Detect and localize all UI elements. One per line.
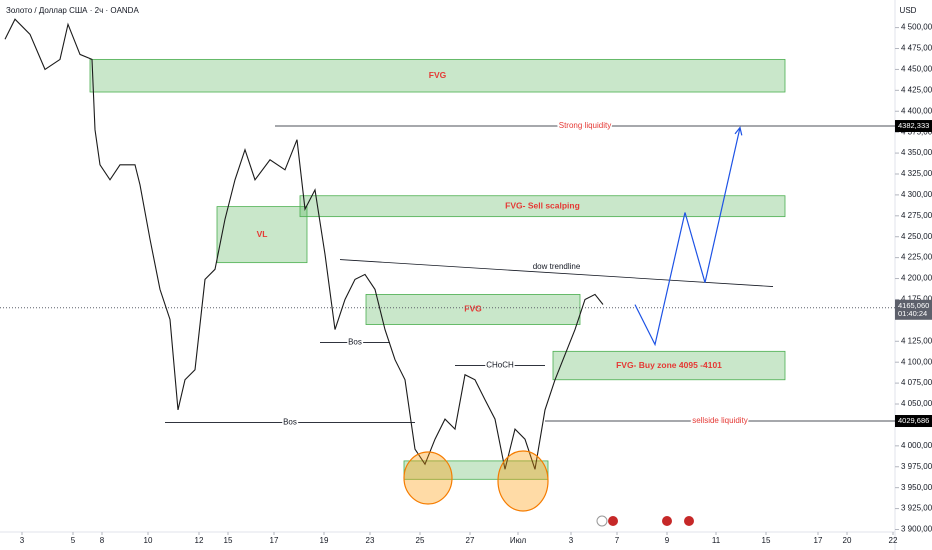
- price-line: [4, 18, 604, 470]
- x-tick-label: 9: [665, 536, 670, 545]
- y-tick-label: 4 500,000: [901, 23, 932, 32]
- x-tick-label: 19: [320, 536, 329, 545]
- y-tick-label: 4 325,000: [901, 169, 932, 178]
- x-tick-label: 7: [615, 536, 620, 545]
- zone-label: FVG: [464, 304, 482, 314]
- level-label: Bos: [283, 418, 297, 427]
- price-tag-label: 4029,686: [898, 416, 929, 425]
- zone: [299, 195, 786, 218]
- level-label: Bos: [348, 338, 362, 347]
- level-label: Strong liquidity: [559, 121, 611, 130]
- y-tick-label: 4 425,000: [901, 85, 932, 94]
- x-tick-label: 23: [366, 536, 375, 545]
- x-tick-label: 22: [889, 536, 898, 545]
- zone: [403, 460, 549, 480]
- trendline-label: dow trendline: [533, 262, 581, 271]
- y-tick-label: 4 175,000: [901, 295, 932, 304]
- x-tick-label: 27: [466, 536, 475, 545]
- y-tick-label: 4 350,000: [901, 148, 932, 157]
- zone: [552, 350, 786, 381]
- price-tag-label: 4382,333: [898, 121, 929, 130]
- x-tick-label: 3: [20, 536, 25, 545]
- price-tag: [895, 415, 932, 428]
- x-tick-label: 15: [224, 536, 233, 545]
- x-tick-label: 20: [843, 536, 852, 545]
- y-tick-label: 4 250,000: [901, 232, 932, 241]
- event-icon[interactable]: [596, 515, 608, 527]
- low-circle: [497, 450, 549, 512]
- arrow-head: [734, 126, 743, 136]
- zone-label: FVG: [429, 70, 447, 80]
- x-tick-label: 17: [814, 536, 823, 545]
- currency-label: USD: [900, 6, 917, 15]
- event-icon[interactable]: [662, 516, 672, 526]
- x-tick-label: 5: [71, 536, 76, 545]
- trendline: [339, 259, 774, 287]
- last-price-label: 4165,060: [898, 301, 929, 310]
- y-tick-label: 4 450,000: [901, 65, 932, 74]
- plot: FVG FVG- Sell scalping VL FVG FVG- Buy zone …: [0, 18, 895, 480]
- y-tick-label: 4 275,000: [901, 211, 932, 220]
- zone-label: FVG- Sell scalping: [505, 200, 580, 210]
- y-tick-label: 4 400,000: [901, 106, 932, 115]
- y-tick-label: 4 475,000: [901, 44, 932, 53]
- last-price-timer: 01:40:24: [898, 309, 927, 318]
- chart-title: Золото / Доллар США · 2ч · OANDA: [6, 6, 139, 15]
- x-tick-label: 12: [195, 536, 204, 545]
- level-label: CHoCH: [486, 361, 514, 370]
- zone: [365, 294, 581, 325]
- y-tick-label: 3 900,000: [901, 525, 932, 534]
- x-tick-label: 10: [144, 536, 153, 545]
- price-tag: [895, 120, 932, 133]
- x-tick-label: 15: [762, 536, 771, 545]
- y-tick-label: 4 100,000: [901, 357, 932, 366]
- y-tick-label: 4 300,000: [901, 190, 932, 199]
- zone-label: VL: [257, 229, 268, 239]
- zone-label: FVG- Buy zone 4095 -4101: [616, 360, 722, 370]
- y-tick-label: 4 075,000: [901, 378, 932, 387]
- x-tick-label: Июл: [510, 536, 527, 545]
- y-tick-label: 3 950,000: [901, 483, 932, 492]
- y-tick-label: 4 000,000: [901, 441, 932, 450]
- x-tick-label: 17: [270, 536, 279, 545]
- y-tick-label: 3 975,000: [901, 462, 932, 471]
- x-tick-label: 11: [712, 536, 721, 545]
- projection: [634, 127, 741, 347]
- event-icon[interactable]: [684, 516, 694, 526]
- y-tick-label: 4 200,000: [901, 274, 932, 283]
- event-icon[interactable]: [608, 516, 618, 526]
- last-price-tag: [895, 299, 932, 320]
- x-tick-label: 3: [569, 536, 574, 545]
- y-tick-label: 4 225,000: [901, 253, 932, 262]
- level-label: sellside liquidity: [692, 416, 748, 425]
- y-tick-label: 4 050,000: [901, 399, 932, 408]
- x-tick-label: 25: [416, 536, 425, 545]
- y-tick-label: 4 125,000: [901, 336, 932, 345]
- x-tick-label: 8: [100, 536, 105, 545]
- low-circle: [403, 451, 453, 505]
- zone: [216, 206, 308, 264]
- y-tick-label: 3 925,000: [901, 504, 932, 513]
- zone: [89, 58, 786, 93]
